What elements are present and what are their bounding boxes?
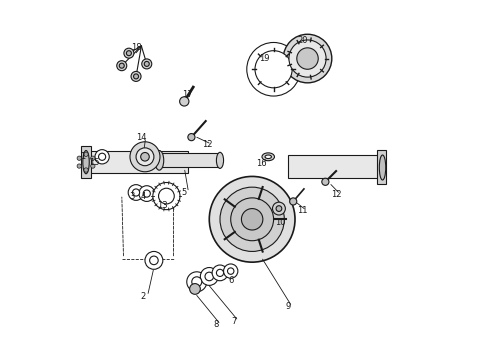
Circle shape (159, 188, 174, 204)
Circle shape (227, 268, 234, 274)
Bar (377, 150, 386, 184)
Text: 13: 13 (157, 201, 168, 210)
Circle shape (98, 153, 106, 160)
Circle shape (128, 185, 144, 201)
Circle shape (192, 277, 202, 287)
Circle shape (217, 269, 223, 276)
Text: 19: 19 (259, 54, 270, 63)
Circle shape (220, 187, 284, 251)
Circle shape (283, 34, 332, 83)
Circle shape (130, 142, 160, 172)
Ellipse shape (217, 152, 223, 168)
Bar (159, 153, 220, 167)
Circle shape (143, 190, 150, 197)
Circle shape (144, 62, 149, 66)
Bar (88, 152, 188, 173)
Circle shape (139, 186, 155, 202)
Circle shape (188, 134, 195, 141)
Circle shape (322, 178, 329, 185)
Circle shape (142, 59, 152, 69)
Circle shape (290, 198, 297, 205)
Circle shape (276, 206, 282, 211)
Circle shape (95, 150, 109, 164)
Circle shape (180, 97, 189, 106)
Text: 9: 9 (285, 302, 291, 311)
Circle shape (77, 156, 81, 160)
Circle shape (141, 153, 149, 161)
Text: 7: 7 (232, 316, 237, 325)
Text: 6: 6 (228, 275, 233, 284)
Text: 5: 5 (182, 188, 187, 197)
Circle shape (187, 272, 207, 292)
Circle shape (134, 74, 139, 79)
Circle shape (272, 202, 285, 215)
Circle shape (119, 63, 124, 68)
Text: 17: 17 (183, 90, 193, 99)
Circle shape (84, 168, 88, 172)
Circle shape (209, 176, 295, 262)
Circle shape (255, 51, 292, 88)
Text: 3: 3 (130, 192, 135, 201)
Circle shape (200, 267, 218, 285)
Text: 12: 12 (202, 140, 213, 149)
Ellipse shape (83, 150, 89, 174)
Text: 4: 4 (141, 192, 146, 201)
Ellipse shape (265, 155, 271, 158)
Circle shape (297, 48, 318, 69)
Circle shape (231, 198, 273, 241)
Text: 18: 18 (131, 43, 141, 52)
Text: 11: 11 (297, 206, 307, 215)
Circle shape (126, 51, 131, 56)
Circle shape (84, 152, 88, 157)
Text: 10: 10 (275, 219, 286, 228)
Circle shape (91, 156, 95, 160)
Circle shape (223, 264, 238, 278)
Circle shape (289, 40, 326, 77)
Text: 1: 1 (80, 152, 85, 161)
Circle shape (91, 164, 95, 168)
Circle shape (153, 183, 180, 210)
Circle shape (212, 265, 228, 281)
Circle shape (131, 71, 141, 81)
Circle shape (124, 48, 134, 58)
Ellipse shape (155, 150, 164, 170)
Circle shape (247, 42, 300, 96)
Circle shape (190, 284, 200, 294)
Circle shape (242, 208, 263, 230)
Circle shape (77, 164, 81, 168)
Ellipse shape (262, 153, 274, 161)
Text: 16: 16 (256, 159, 267, 168)
Circle shape (117, 61, 127, 71)
Text: 14: 14 (136, 132, 147, 141)
Text: 8: 8 (214, 320, 219, 329)
Ellipse shape (379, 155, 386, 180)
Circle shape (145, 251, 163, 269)
Circle shape (132, 189, 140, 196)
Bar (288, 155, 384, 178)
Text: 12: 12 (331, 190, 342, 199)
Circle shape (205, 272, 214, 281)
Text: 20: 20 (297, 36, 307, 45)
Text: 2: 2 (141, 292, 146, 301)
Circle shape (136, 148, 154, 166)
Circle shape (149, 256, 158, 265)
Text: 15: 15 (89, 158, 99, 167)
Bar (81, 146, 92, 178)
